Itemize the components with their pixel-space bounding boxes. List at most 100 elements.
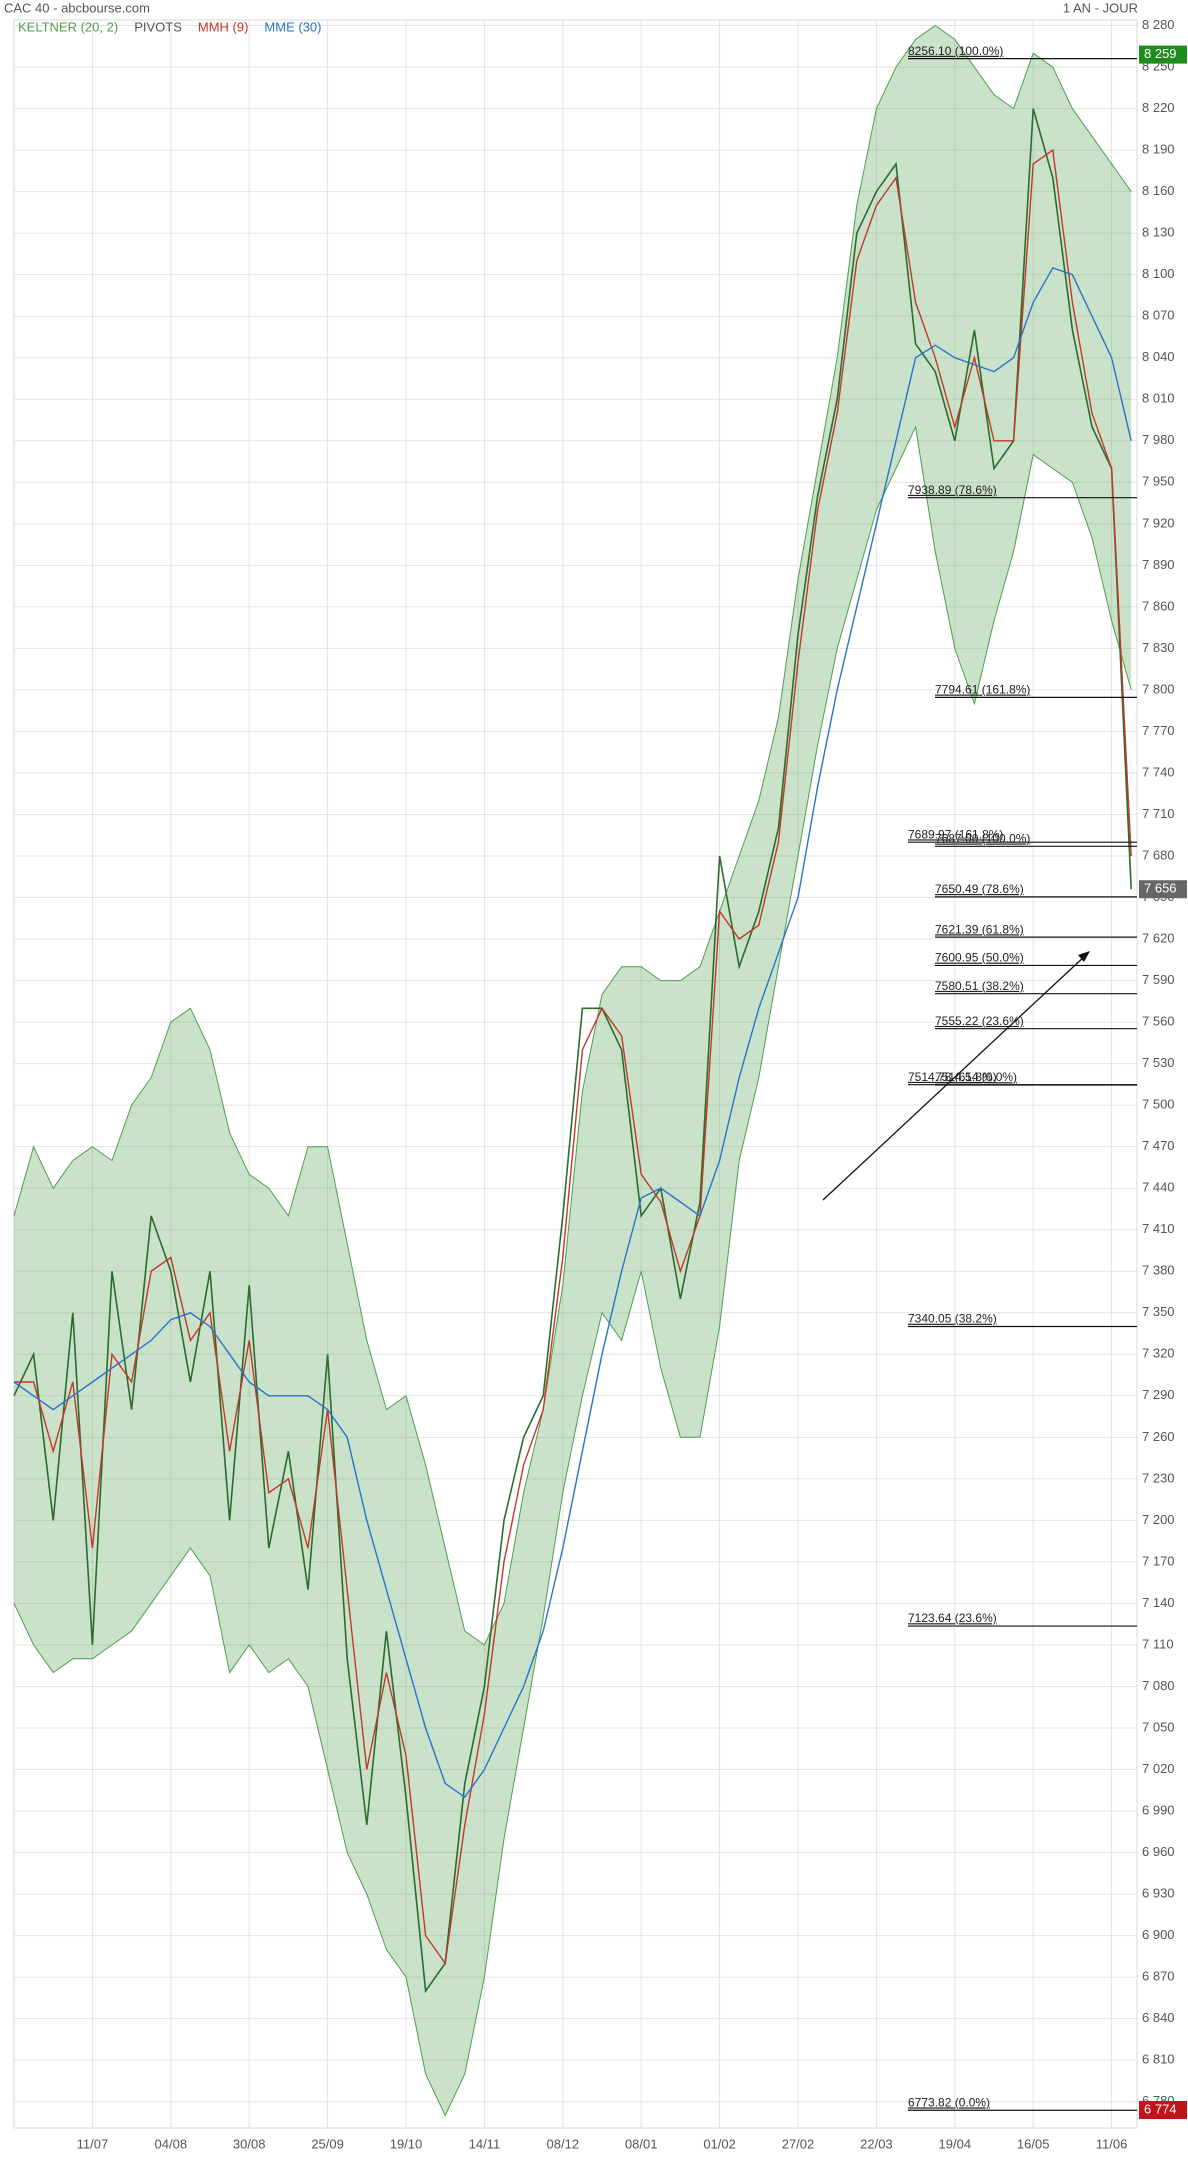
y-tick-label: 7 410: [1142, 1221, 1175, 1236]
pivot-label: 7687.00 (100.0%): [935, 831, 1030, 845]
y-tick-label: 8 160: [1142, 183, 1175, 198]
y-tick-label: 6 900: [1142, 1927, 1175, 1942]
y-tick-label: 8 100: [1142, 266, 1175, 281]
y-tick-label: 7 890: [1142, 557, 1175, 572]
x-tick-label: 30/08: [233, 2136, 266, 2151]
y-tick-label: 7 950: [1142, 474, 1175, 489]
y-tick-label: 7 680: [1142, 847, 1175, 862]
y-tick-label: 8 220: [1142, 100, 1175, 115]
y-tick-label: 7 620: [1142, 930, 1175, 945]
price-tag: [1139, 880, 1187, 899]
pivot-label: 8256.10 (100.0%): [908, 44, 1003, 58]
trend-arrow: [822, 954, 1087, 1201]
y-tick-label: 7 830: [1142, 640, 1175, 655]
y-tick-label: 8 070: [1142, 308, 1175, 323]
price-tag: [1139, 2101, 1187, 2120]
y-tick-label: 7 350: [1142, 1304, 1175, 1319]
y-tick-label: 7 770: [1142, 723, 1175, 738]
y-tick-label: 7 530: [1142, 1055, 1175, 1070]
pivot-label: 7580.51 (38.2%): [935, 979, 1024, 993]
pivot-label: 7938.89 (78.6%): [908, 483, 997, 497]
x-tick-label: 19/04: [939, 2136, 972, 2151]
y-tick-label: 8 130: [1142, 225, 1175, 240]
y-tick-label: 7 140: [1142, 1595, 1175, 1610]
y-tick-label: 7 290: [1142, 1387, 1175, 1402]
y-tick-label: 7 080: [1142, 1678, 1175, 1693]
legend-entry: MME (30): [264, 19, 321, 34]
x-tick-label: 19/10: [390, 2136, 423, 2151]
pivot-label: 7600.95 (50.0%): [935, 951, 1024, 965]
x-tick-label: 25/09: [311, 2136, 344, 2151]
y-tick-label: 7 560: [1142, 1014, 1175, 1029]
y-tick-label: 7 200: [1142, 1512, 1175, 1527]
chart-subtitle: 1 AN - JOUR: [1063, 0, 1138, 15]
legend-entry: MMH (9): [198, 19, 249, 34]
keltner-lower: [13, 425, 1132, 2117]
x-tick-label: 11/06: [1096, 2136, 1128, 2151]
y-tick-label: 7 320: [1142, 1346, 1175, 1361]
pivot-label: 7621.39 (61.8%): [935, 922, 1024, 936]
y-tick-label: 7 800: [1142, 681, 1175, 696]
pivot-label: 7650.49 (78.6%): [935, 882, 1024, 896]
x-tick-label: 04/08: [155, 2136, 188, 2151]
legend-entry: PIVOTS: [134, 19, 182, 34]
y-tick-label: 8 280: [1142, 17, 1175, 32]
y-tick-label: 7 260: [1142, 1429, 1175, 1444]
pivot-label: 7340.05 (38.2%): [908, 1312, 997, 1326]
chart-title: CAC 40 - abcbourse.com: [4, 0, 150, 15]
pivot-label: 7514.78 (61.8%): [908, 1070, 997, 1084]
y-tick-label: 6 990: [1142, 1802, 1175, 1817]
keltner-upper: [13, 24, 1132, 1646]
y-tick-label: 7 440: [1142, 1180, 1175, 1195]
y-tick-label: 7 710: [1142, 806, 1175, 821]
x-tick-label: 08/12: [547, 2136, 580, 2151]
y-tick-label: 7 920: [1142, 515, 1175, 530]
pivot-label: 7555.22 (23.6%): [935, 1014, 1024, 1028]
y-tick-label: 7 050: [1142, 1719, 1175, 1734]
x-tick-label: 22/03: [860, 2136, 893, 2151]
y-tick-label: 8 190: [1142, 142, 1175, 157]
ma-line: [14, 148, 1132, 1966]
y-tick-label: 7 860: [1142, 598, 1175, 613]
pivot-label: 6773.82 (0.0%): [908, 2095, 990, 2109]
price-tag-label: 8 259: [1144, 46, 1177, 61]
x-tick-label: 08/01: [625, 2136, 658, 2151]
y-tick-label: 8 040: [1142, 349, 1175, 364]
price-tag-label: 6 774: [1144, 2101, 1177, 2116]
x-tick-label: 01/02: [703, 2136, 736, 2151]
y-tick-label: 6 930: [1142, 1886, 1175, 1901]
pivot-label: 7794.61 (161.8%): [935, 683, 1030, 697]
y-tick-label: 7 980: [1142, 432, 1175, 447]
legend-entry: KELTNER (20, 2): [18, 19, 118, 34]
y-tick-label: 7 230: [1142, 1470, 1175, 1485]
y-tick-label: 7 020: [1142, 1761, 1175, 1776]
keltner-band: [14, 25, 1132, 2116]
ma-line: [13, 266, 1132, 1799]
y-tick-label: 7 500: [1142, 1097, 1175, 1112]
x-tick-label: 27/02: [782, 2136, 815, 2151]
pivot-label: 7123.64 (23.6%): [908, 1611, 997, 1625]
y-tick-label: 6 960: [1142, 1844, 1175, 1859]
y-tick-label: 7 110: [1142, 1636, 1174, 1651]
price-tag-label: 7 656: [1144, 881, 1177, 896]
y-tick-label: 8 010: [1142, 391, 1175, 406]
price-tag: [1139, 45, 1187, 64]
y-tick-label: 7 590: [1142, 972, 1175, 987]
y-tick-label: 7 740: [1142, 764, 1175, 779]
y-tick-label: 7 170: [1142, 1553, 1175, 1568]
pivot-label: 7689.97 (161.8%): [908, 827, 1003, 841]
x-tick-label: 14/11: [469, 2136, 501, 2151]
y-tick-label: 7 470: [1142, 1138, 1175, 1153]
x-tick-label: 11/07: [77, 2136, 109, 2151]
y-tick-label: 7 380: [1142, 1263, 1175, 1278]
x-tick-label: 16/05: [1017, 2136, 1050, 2151]
pivot-label: 7514.54 (0.0%): [935, 1070, 1017, 1084]
arrow-head: [1078, 951, 1090, 962]
y-tick-label: 6 810: [1142, 2052, 1175, 2067]
y-tick-label: 6 870: [1142, 1969, 1175, 1984]
plot-frame: [13, 19, 1138, 2129]
y-tick-label: 6 840: [1142, 2010, 1175, 2025]
